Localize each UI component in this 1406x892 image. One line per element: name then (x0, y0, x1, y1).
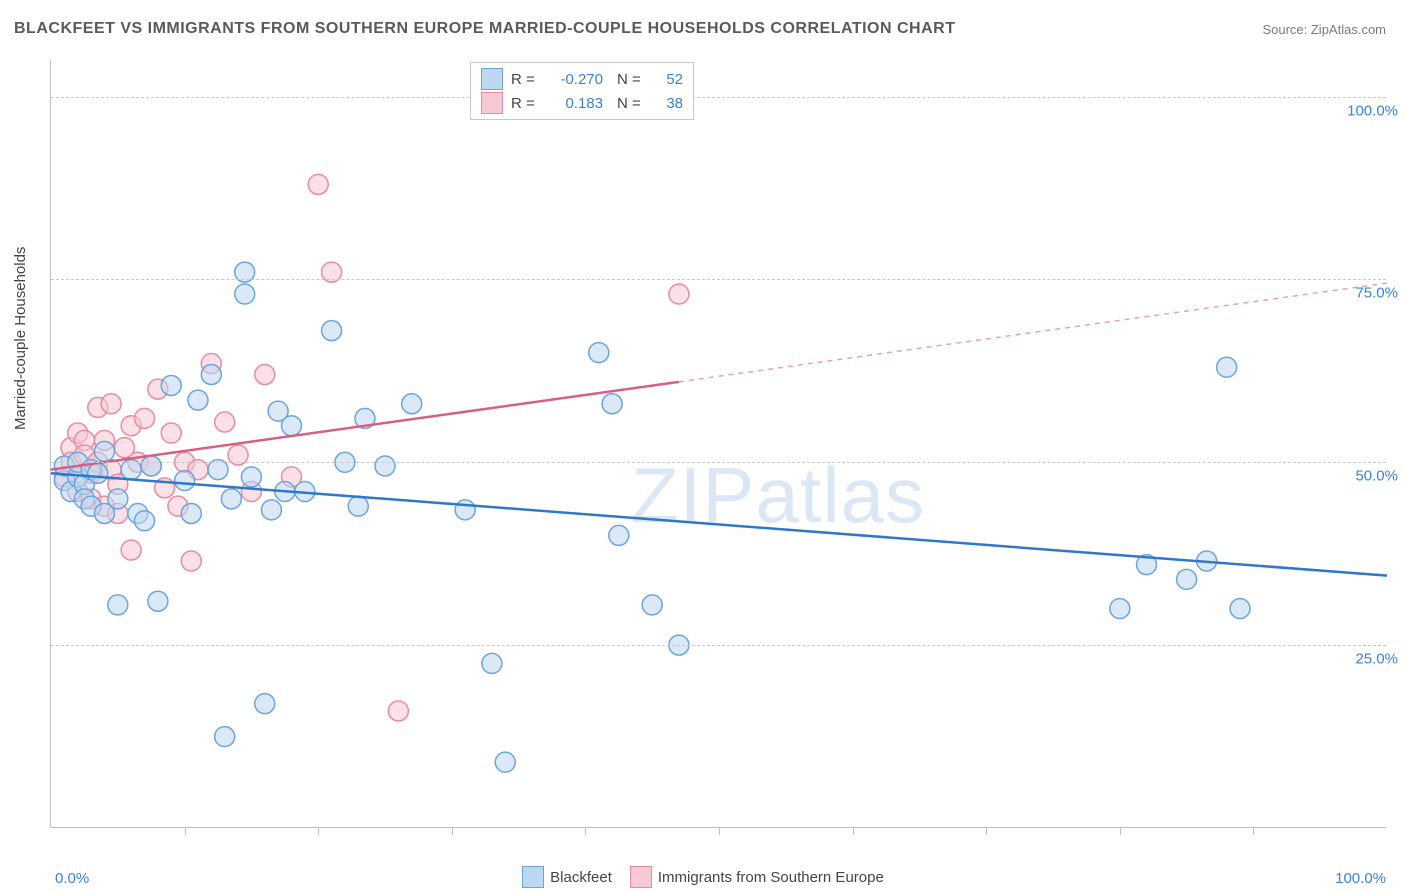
chart-container: BLACKFEET VS IMMIGRANTS FROM SOUTHERN EU… (0, 0, 1406, 892)
data-point (495, 752, 515, 772)
y-tick-label: 75.0% (1355, 285, 1398, 302)
data-point (1177, 569, 1197, 589)
data-point (161, 423, 181, 443)
legend-swatch (481, 68, 503, 90)
legend-series-label: Blackfeet (550, 869, 612, 886)
data-point (135, 408, 155, 428)
data-point (108, 489, 128, 509)
data-point (375, 456, 395, 476)
x-tick (853, 827, 854, 835)
data-point (308, 174, 328, 194)
data-point (1230, 599, 1250, 619)
data-point (241, 467, 261, 487)
data-point (135, 511, 155, 531)
legend-correlation: R = -0.270 N = 52 R = 0.183 N = 38 (470, 62, 694, 120)
data-point (235, 284, 255, 304)
legend-swatch (522, 866, 544, 888)
data-point (201, 365, 221, 385)
data-point (101, 394, 121, 414)
r-label: R = (511, 95, 539, 112)
y-tick-label: 50.0% (1355, 468, 1398, 485)
data-point (215, 412, 235, 432)
data-point (255, 694, 275, 714)
data-point (388, 701, 408, 721)
x-tick (986, 827, 987, 835)
data-point (221, 489, 241, 509)
data-point (348, 496, 368, 516)
gridline (51, 645, 1386, 646)
data-point (281, 416, 301, 436)
legend-swatch (481, 92, 503, 114)
y-tick-label: 25.0% (1355, 651, 1398, 668)
data-point (1110, 599, 1130, 619)
legend-correlation-row: R = 0.183 N = 38 (481, 91, 683, 115)
data-point (322, 321, 342, 341)
legend-series-item: Immigrants from Southern Europe (630, 866, 884, 888)
source-label: Source: ZipAtlas.com (1262, 22, 1386, 37)
x-tick (185, 827, 186, 835)
y-axis-label: Married-couple Households (12, 247, 29, 430)
data-point (602, 394, 622, 414)
x-tick (719, 827, 720, 835)
gridline (51, 279, 1386, 280)
x-tick (1253, 827, 1254, 835)
data-point (402, 394, 422, 414)
r-value: -0.270 (547, 71, 603, 88)
data-point (455, 500, 475, 520)
data-point (121, 540, 141, 560)
data-point (215, 727, 235, 747)
data-point (141, 456, 161, 476)
trend-line (679, 283, 1387, 382)
legend-swatch (630, 866, 652, 888)
data-point (1217, 357, 1237, 377)
plot-area: ZIPatlas (50, 60, 1386, 828)
y-tick-label: 100.0% (1347, 102, 1398, 119)
data-point (642, 595, 662, 615)
r-value: 0.183 (547, 95, 603, 112)
data-point (181, 503, 201, 523)
legend-series-item: Blackfeet (522, 866, 612, 888)
legend-series: Blackfeet Immigrants from Southern Europe (0, 866, 1406, 888)
legend-correlation-row: R = -0.270 N = 52 (481, 67, 683, 91)
data-point (609, 525, 629, 545)
n-value: 52 (653, 71, 683, 88)
chart-svg (51, 60, 1386, 827)
n-label: N = (617, 71, 645, 88)
data-point (175, 471, 195, 491)
gridline (51, 462, 1386, 463)
x-tick (318, 827, 319, 835)
gridline (51, 97, 1386, 98)
x-tick (1120, 827, 1121, 835)
trend-line (51, 473, 1387, 575)
legend-series-label: Immigrants from Southern Europe (658, 869, 884, 886)
data-point (88, 463, 108, 483)
data-point (255, 365, 275, 385)
data-point (108, 595, 128, 615)
data-point (261, 500, 281, 520)
data-point (188, 390, 208, 410)
chart-title: BLACKFEET VS IMMIGRANTS FROM SOUTHERN EU… (14, 20, 955, 38)
data-point (94, 441, 114, 461)
n-value: 38 (653, 95, 683, 112)
data-point (589, 343, 609, 363)
x-tick (452, 827, 453, 835)
data-point (482, 653, 502, 673)
data-point (148, 591, 168, 611)
data-point (669, 284, 689, 304)
data-point (181, 551, 201, 571)
n-label: N = (617, 95, 645, 112)
r-label: R = (511, 71, 539, 88)
x-tick (585, 827, 586, 835)
data-point (161, 375, 181, 395)
